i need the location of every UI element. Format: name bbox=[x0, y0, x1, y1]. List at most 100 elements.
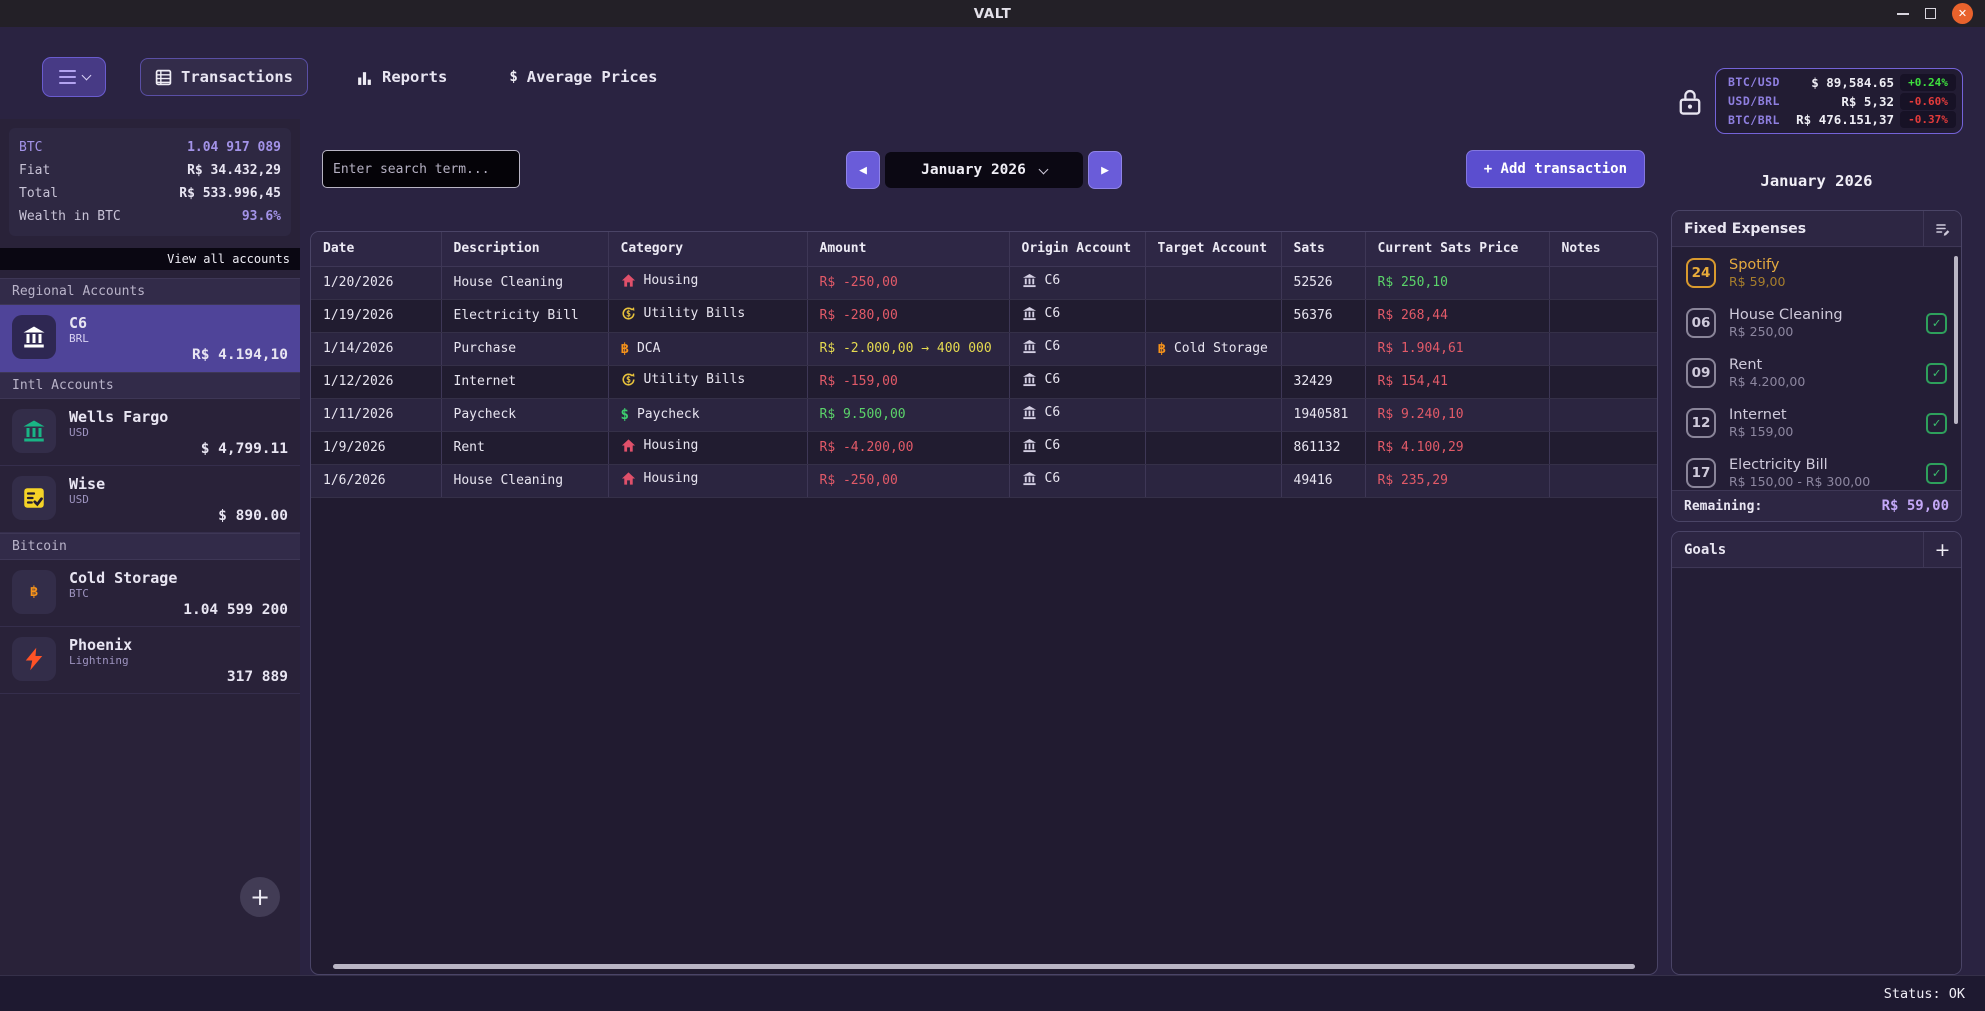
expense-amount: R$ 4.200,00 bbox=[1729, 373, 1806, 389]
bitcoin-icon: ฿ bbox=[29, 584, 39, 600]
expense-amount: R$ 150,00 - R$ 300,00 bbox=[1729, 473, 1871, 489]
column-header[interactable]: Notes bbox=[1548, 232, 1657, 267]
ticker-row: USD/BRL R$ 5,32 -0.60% bbox=[1728, 92, 1956, 110]
tx-notes bbox=[1548, 365, 1657, 399]
minimize-icon[interactable] bbox=[1897, 12, 1909, 15]
tx-amount: R$ 9.500,00 bbox=[806, 398, 1009, 432]
month-label: January 2026 bbox=[921, 162, 1026, 178]
tx-origin-account: C6 bbox=[1008, 332, 1145, 366]
panel-month-title: January 2026 bbox=[1760, 172, 1873, 190]
expense-item-rent[interactable]: 09 Rent R$ 4.200,00 ✓ bbox=[1672, 348, 1961, 398]
transaction-row[interactable]: 1/19/2026 Electricity Bill $ Utility Bill… bbox=[311, 299, 1657, 333]
column-header[interactable]: Current Sats Price bbox=[1364, 232, 1549, 267]
accounts-section-header: Bitcoin bbox=[0, 533, 300, 560]
view-all-accounts-link[interactable]: View all accounts bbox=[0, 248, 300, 270]
tx-category: $ Utility Bills bbox=[607, 365, 807, 399]
account-item-c6[interactable]: C6 BRL R$ 4.194,10 bbox=[0, 305, 300, 372]
next-month-button[interactable]: ▶ bbox=[1088, 151, 1122, 189]
column-header[interactable]: Sats bbox=[1280, 232, 1365, 267]
account-item-wells-fargo[interactable]: Wells Fargo USD $ 4,799.11 bbox=[0, 399, 300, 466]
expense-item-electricity-bill[interactable]: 17 Electricity Bill R$ 150,00 - R$ 300,0… bbox=[1672, 448, 1961, 490]
search-input[interactable] bbox=[322, 150, 520, 188]
account-item-wise[interactable]: Wise USD $ 890.00 bbox=[0, 466, 300, 533]
tx-date: 1/6/2026 bbox=[311, 464, 441, 498]
account-balance: $ 890.00 bbox=[218, 508, 288, 524]
svg-text:$: $ bbox=[625, 375, 630, 385]
expense-paid-checkbox[interactable]: ✓ bbox=[1926, 412, 1947, 434]
transactions-table-panel: Date Description Category Amount Origin Acco… bbox=[310, 231, 1658, 975]
checklist-icon bbox=[12, 476, 56, 520]
menu-button[interactable] bbox=[42, 57, 106, 97]
tx-date: 1/14/2026 bbox=[311, 332, 441, 366]
expense-name: Spotify bbox=[1729, 256, 1780, 273]
account-currency: BRL bbox=[69, 332, 89, 345]
goals-header: Goals bbox=[1684, 541, 1727, 558]
tx-category: Housing bbox=[607, 431, 807, 465]
dollar-icon: $ bbox=[620, 406, 629, 423]
stat-row: BTC 1.04 917 089 bbox=[19, 140, 281, 155]
remaining-value: R$ 59,00 bbox=[1881, 498, 1949, 514]
tab-reports[interactable]: Reports bbox=[342, 59, 461, 95]
add-transaction-button[interactable]: + Add transaction bbox=[1465, 150, 1645, 188]
expenses-scrollbar[interactable] bbox=[1954, 256, 1958, 424]
column-header[interactable]: Description bbox=[440, 232, 608, 267]
tx-sats: 49416 bbox=[1280, 464, 1365, 498]
tx-description: House Cleaning bbox=[440, 464, 608, 498]
transaction-row[interactable]: 1/14/2026 Purchase ฿ DCA R$ -2.000,00 → 4… bbox=[311, 332, 1657, 366]
tx-description: Rent bbox=[440, 431, 608, 465]
bar-chart-icon bbox=[356, 69, 373, 86]
checklist-icon bbox=[24, 488, 44, 508]
tx-notes bbox=[1548, 431, 1657, 465]
bitcoin-icon: ฿ bbox=[1157, 340, 1166, 357]
lock-icon[interactable] bbox=[1676, 87, 1704, 121]
column-header[interactable]: Target Account bbox=[1144, 232, 1281, 267]
account-name: Wells Fargo bbox=[69, 408, 169, 426]
account-item-cold-storage[interactable]: ฿ Cold Storage BTC 1.04 599 200 bbox=[0, 560, 300, 627]
expense-day-badge: 09 bbox=[1686, 358, 1716, 388]
tx-notes bbox=[1548, 464, 1657, 498]
transaction-row[interactable]: 1/6/2026 House Cleaning Housing R$ -250,… bbox=[311, 464, 1657, 498]
transaction-row[interactable]: 1/9/2026 Rent Housing R$ -4.200,00 C6 86… bbox=[311, 431, 1657, 465]
tx-notes bbox=[1548, 299, 1657, 333]
tx-category: $ Utility Bills bbox=[607, 299, 807, 333]
transaction-row[interactable]: 1/12/2026 Internet $ Utility Bills R$ -15… bbox=[311, 365, 1657, 399]
add-account-button[interactable]: + bbox=[240, 877, 280, 917]
maximize-icon[interactable] bbox=[1925, 8, 1936, 19]
tx-notes bbox=[1548, 398, 1657, 432]
tx-description: Paycheck bbox=[440, 398, 608, 432]
close-icon[interactable]: ✕ bbox=[1952, 3, 1973, 24]
ticker-change-badge: -0.60% bbox=[1900, 92, 1956, 110]
expense-item-spotify[interactable]: 24 Spotify R$ 59,00 bbox=[1672, 248, 1961, 298]
ticker-value: R$ 5,32 bbox=[1841, 93, 1894, 109]
tx-description: House Cleaning bbox=[440, 266, 608, 300]
ticker-row: BTC/USD $ 89,584.65 +0.24% bbox=[1728, 73, 1956, 91]
dollar-icon: $ bbox=[509, 69, 518, 85]
prev-month-button[interactable]: ◀ bbox=[846, 151, 880, 189]
tx-sats bbox=[1280, 332, 1365, 366]
account-balance: 317 889 bbox=[226, 669, 288, 685]
column-header[interactable]: Category bbox=[607, 232, 807, 267]
column-header[interactable]: Amount bbox=[806, 232, 1009, 267]
column-header[interactable]: Date bbox=[311, 232, 441, 267]
lightning-icon bbox=[25, 647, 43, 671]
expense-item-house-cleaning[interactable]: 06 House Cleaning R$ 250,00 ✓ bbox=[1672, 298, 1961, 348]
horizontal-scrollbar[interactable] bbox=[333, 964, 1635, 969]
edit-expenses-button[interactable] bbox=[1923, 211, 1961, 247]
month-selector[interactable]: January 2026 bbox=[885, 152, 1083, 188]
expense-item-internet[interactable]: 12 Internet R$ 159,00 ✓ bbox=[1672, 398, 1961, 448]
account-item-phoenix[interactable]: Phoenix Lightning 317 889 bbox=[0, 627, 300, 694]
tx-origin-account: C6 bbox=[1008, 266, 1145, 300]
expense-paid-checkbox[interactable]: ✓ bbox=[1926, 312, 1947, 334]
tab-average-prices[interactable]: $ Average Prices bbox=[495, 59, 671, 95]
expense-paid-checkbox[interactable]: ✓ bbox=[1926, 462, 1947, 484]
column-header[interactable]: Origin Account bbox=[1008, 232, 1145, 267]
tab-transactions[interactable]: Transactions bbox=[140, 58, 308, 96]
transaction-row[interactable]: 1/20/2026 House Cleaning Housing R$ -250… bbox=[311, 266, 1657, 300]
bank-icon bbox=[1022, 273, 1036, 288]
ticker-row: BTC/BRL R$ 476.151,37 -0.37% bbox=[1728, 111, 1956, 129]
add-goal-button[interactable]: + bbox=[1923, 532, 1961, 568]
transaction-row[interactable]: 1/11/2026 Paycheck $ Paycheck R$ 9.500,00… bbox=[311, 398, 1657, 432]
ticker-change-badge: +0.24% bbox=[1900, 73, 1956, 91]
expense-paid-checkbox[interactable]: ✓ bbox=[1926, 362, 1947, 384]
bank-icon bbox=[12, 409, 56, 453]
